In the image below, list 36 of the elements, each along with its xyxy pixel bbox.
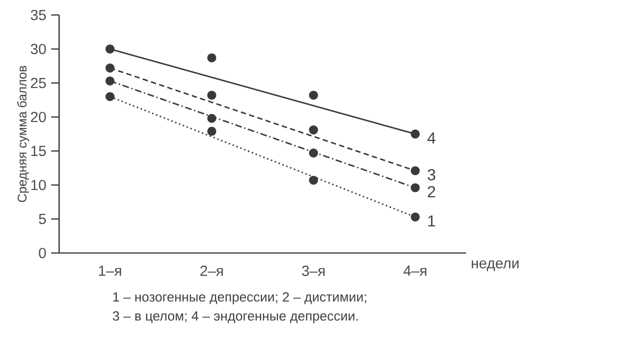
y-tick-label: 15 [31,146,46,156]
text: 1 – нозогенные депрессии; 2 – дистимии; [113,292,366,304]
point [207,114,216,123]
y-tick-label: 5 [38,214,46,224]
y-axis-title: Средняя сумма баллов [17,66,30,202]
point [410,166,420,176]
text: 3 – в целом; 4 – эндогенные депрессии. [112,311,358,324]
x-tick-label: 3–я [302,266,325,276]
x-axis-title: недели [472,260,519,272]
point [207,53,216,62]
point [410,129,420,139]
point [308,125,318,134]
x-tick-label: 2–я [200,266,223,276]
series-label: 3 [428,169,436,180]
point [308,90,318,100]
point [410,183,420,192]
x-tick-label: 4–я [404,266,426,276]
point [105,76,115,86]
point [105,64,115,73]
series-label: 4 [427,132,436,144]
point [207,126,216,136]
point [410,212,420,222]
point [105,44,115,54]
point [308,176,318,185]
point [207,90,216,100]
y-tick-label: 0 [38,248,46,258]
series-label: 1 [428,215,436,226]
x-tick-label: 1–я [99,266,122,276]
y-tick-label: 25 [30,78,46,88]
y-tick-label: 30 [30,44,46,54]
y-tick-label: 20 [30,112,46,122]
y-tick-label: 35 [30,10,46,20]
series-label: 2 [428,186,436,198]
point [308,148,318,158]
point [105,92,115,102]
y-tick-label: 10 [31,180,46,190]
